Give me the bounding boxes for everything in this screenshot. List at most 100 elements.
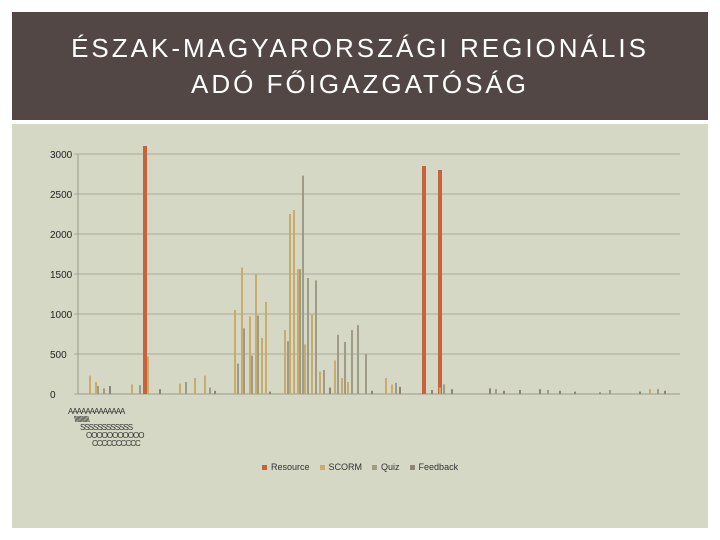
bar-scorm <box>249 316 251 394</box>
bar-quiz <box>97 386 99 394</box>
bar-scorm <box>341 378 343 394</box>
bar-feedback <box>431 390 433 394</box>
bar-quiz <box>287 341 289 394</box>
bar-feedback <box>664 390 666 394</box>
bar-quiz <box>257 315 259 394</box>
chart-legend: Resource SCORM Quiz Feedback <box>262 462 458 472</box>
legend-label-scorm: SCORM <box>328 462 363 472</box>
bar-scorm <box>261 338 263 394</box>
bar-feedback <box>599 392 601 394</box>
bar-quiz <box>251 355 253 394</box>
legend-item-resource: Resource <box>262 462 310 472</box>
bar-quiz <box>103 388 105 394</box>
bar-resource <box>438 170 442 394</box>
bar-scorm <box>391 384 393 394</box>
legend-item-quiz: Quiz <box>372 462 400 472</box>
bar-feedback <box>489 388 491 394</box>
bar-feedback <box>574 391 576 394</box>
bar-scorm <box>311 314 313 394</box>
bar-quiz <box>357 325 359 394</box>
bar-feedback <box>503 390 505 394</box>
title-line-1: ÉSZAK-MAGYARORSZÁGI REGIONÁLIS <box>71 33 649 63</box>
bar-quiz <box>315 280 317 394</box>
slide-header: ÉSZAK-MAGYARORSZÁGI REGIONÁLIS ADÓ FŐIGA… <box>12 12 708 120</box>
bar-scorm <box>304 344 306 394</box>
bar-scorm <box>89 375 91 394</box>
bar-scorm <box>265 302 267 394</box>
bar-scorm <box>319 371 321 394</box>
bar-quiz <box>344 342 346 394</box>
bar-quiz <box>609 390 611 394</box>
y-tick-label: 0 <box>50 390 56 401</box>
bar-resource <box>143 146 147 394</box>
legend-swatch-quiz <box>372 464 378 470</box>
bar-feedback <box>539 389 541 394</box>
bar-scorm <box>95 382 97 394</box>
bar-scorm <box>241 267 243 394</box>
slide-title: ÉSZAK-MAGYARORSZÁGI REGIONÁLIS ADÓ FŐIGA… <box>40 30 680 102</box>
bar-quiz <box>237 363 239 394</box>
bar-quiz <box>243 328 245 394</box>
bar-feedback <box>109 386 111 394</box>
y-tick-label: 2000 <box>50 230 73 241</box>
bar-quiz <box>185 382 187 394</box>
chart-panel <box>12 124 708 528</box>
bar-quiz <box>395 382 397 394</box>
bar-feedback <box>371 390 373 394</box>
x-tick-label-row: \\\\\\\\\\\\ <box>74 415 90 424</box>
bar-scorm <box>293 210 295 394</box>
bar-quiz <box>323 370 325 394</box>
bar-feedback <box>399 386 401 394</box>
y-tick-label: 2500 <box>50 190 73 201</box>
bar-quiz <box>657 389 659 394</box>
bar-scorm <box>255 274 257 394</box>
bar-scorm <box>131 384 133 394</box>
bar-scorm <box>234 310 236 394</box>
legend-item-feedback: Feedback <box>409 462 459 472</box>
bar-scorm <box>147 356 149 394</box>
y-tick-label: 500 <box>50 350 67 361</box>
legend-label-quiz: Quiz <box>381 462 400 472</box>
bar-scorm <box>347 382 349 394</box>
bar-scorm <box>649 389 651 394</box>
title-line-2: ADÓ FŐIGAZGATÓSÁG <box>191 69 529 99</box>
bar-feedback <box>159 389 161 394</box>
legend-label-feedback: Feedback <box>418 462 459 472</box>
y-tick-label: 1000 <box>50 310 73 321</box>
bar-scorm <box>439 387 441 394</box>
bar-scorm <box>297 269 299 394</box>
bar-quiz <box>209 387 211 394</box>
bar-scorm <box>385 378 387 394</box>
bar-feedback <box>269 391 271 394</box>
bar-scorm <box>289 214 291 394</box>
bar-feedback <box>559 390 561 394</box>
legend-label-resource: Resource <box>271 462 310 472</box>
bar-quiz <box>139 385 141 394</box>
bar-feedback <box>329 387 331 394</box>
bar-quiz <box>351 330 353 394</box>
bar-resource <box>422 166 426 394</box>
bar-quiz <box>302 175 304 394</box>
bar-quiz <box>307 278 309 394</box>
bar-scorm <box>284 330 286 394</box>
bar-feedback <box>639 391 641 394</box>
bar-quiz <box>299 269 301 394</box>
bar-feedback <box>214 390 216 394</box>
x-tick-label-row: SSSSSSSSSSSS <box>80 423 133 432</box>
bar-feedback <box>451 389 453 394</box>
y-tick-label: 3000 <box>50 150 73 161</box>
bar-feedback <box>519 390 521 394</box>
bar-quiz <box>365 354 367 394</box>
legend-swatch-scorm <box>319 464 325 470</box>
bar-scorm <box>334 360 336 394</box>
legend-swatch-feedback <box>409 464 415 470</box>
legend-swatch-resource <box>262 464 267 470</box>
bar-quiz <box>547 390 549 394</box>
x-tick-label-row: AAAAAAAAAAAAA <box>68 407 126 416</box>
bar-quiz <box>337 334 339 394</box>
x-tick-label-row: CCCCCCCCCC <box>92 439 141 448</box>
y-tick-label: 1500 <box>50 270 73 281</box>
legend-item-scorm: SCORM <box>319 462 363 472</box>
bar-scorm <box>204 375 206 394</box>
